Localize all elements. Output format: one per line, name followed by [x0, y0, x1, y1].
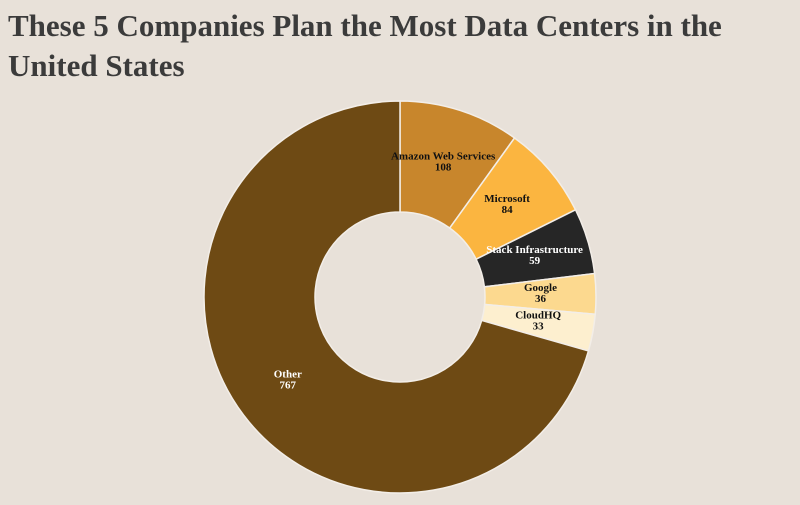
slice-label: Other: [274, 369, 302, 381]
slice-label: Microsoft: [484, 193, 530, 205]
slice-value: 59: [529, 255, 541, 267]
slice-value: 33: [533, 321, 545, 333]
chart-title: These 5 Companies Plan the Most Data Cen…: [8, 8, 722, 83]
slice-label: Amazon Web Services: [391, 150, 496, 162]
slice-value: 84: [502, 204, 514, 216]
slice-label: Google: [524, 282, 557, 294]
slice-value: 36: [535, 293, 547, 305]
slice-label: CloudHQ: [515, 310, 561, 322]
slice-value: 767: [280, 380, 297, 392]
donut-slice: [203, 100, 590, 494]
slice-label: Stack Infrastructure: [486, 244, 583, 256]
slice-value: 108: [435, 161, 452, 173]
